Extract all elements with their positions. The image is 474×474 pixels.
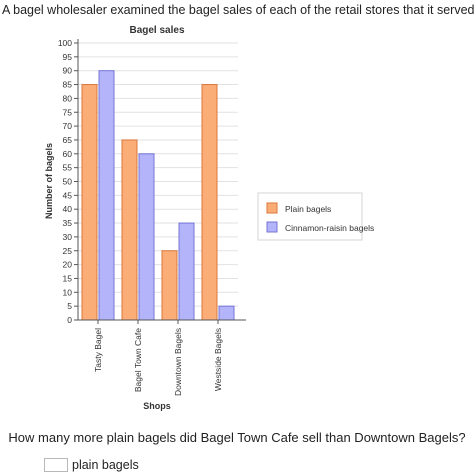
y-tick-labels: 0 5 10 15 20 25 30 35 40 45 50 55 60 65 70 75 80 85 90 95 10… (58, 38, 78, 325)
y-tick-label: 90 (63, 66, 73, 76)
answer-input[interactable] (44, 458, 68, 472)
x-tick-labels: Tasty Bagel Bagel Town Cafe Downtown Bagel… (93, 320, 223, 396)
y-tick-label: 0 (67, 315, 72, 325)
y-tick-label: 75 (63, 107, 73, 117)
y-tick-label: 55 (63, 163, 73, 173)
y-tick-label: 60 (63, 149, 73, 159)
question-intro: A bagel wholesaler examined the bagel sa… (2, 3, 474, 17)
y-tick-label: 95 (63, 52, 73, 62)
answer-row: plain bagels (44, 457, 139, 473)
y-tick-label: 30 (63, 232, 73, 242)
y-tick-label: 70 (63, 121, 73, 131)
question-prompt: How many more plain bagels did Bagel Tow… (8, 430, 466, 445)
legend-swatch-cinnamon (266, 221, 278, 233)
y-tick-label: 45 (63, 190, 73, 200)
bar-cinnamon-raisin (218, 305, 235, 321)
legend: Plain bagels Cinnamon-raisin bagels (257, 192, 374, 241)
legend-swatch-plain (266, 202, 278, 214)
legend-label-cinnamon: Cinnamon-raisin bagels (285, 223, 374, 233)
y-tick-label: 40 (63, 204, 73, 214)
y-tick-label: 65 (63, 135, 73, 145)
bar-plain (201, 84, 218, 321)
x-tick-label: Westside Bagels (213, 328, 223, 391)
y-tick-label: 25 (63, 246, 73, 256)
bar-cinnamon-raisin (178, 222, 195, 321)
y-tick-label: 80 (63, 93, 73, 103)
y-tick-label: 100 (58, 38, 72, 48)
answer-unit-label: plain bagels (72, 458, 139, 472)
x-tick-label: Downtown Bagels (173, 328, 183, 396)
bar-plain (161, 250, 178, 321)
bar-cinnamon-raisin (98, 70, 115, 321)
y-tick-label: 85 (63, 80, 73, 90)
bagel-sales-chart: 0 5 10 15 20 25 30 35 40 45 50 55 60 65 70 75 80 85 90 95 10… (44, 25, 374, 411)
bar-cinnamon-raisin (138, 153, 155, 321)
chart-title: Bagel sales (129, 25, 184, 36)
y-tick-label: 10 (63, 287, 73, 297)
y-tick-label: 20 (63, 260, 73, 270)
y-tick-label: 5 (67, 301, 72, 311)
bars (81, 70, 235, 321)
y-tick-label: 50 (63, 177, 73, 187)
bar-plain (81, 84, 98, 321)
y-tick-label: 15 (63, 273, 73, 283)
x-tick-label: Bagel Town Cafe (133, 328, 143, 392)
y-tick-label: 35 (63, 218, 73, 228)
bar-plain (121, 139, 138, 321)
y-axis-label: Number of bagels (44, 143, 54, 219)
x-tick-label: Tasty Bagel (93, 328, 103, 372)
legend-label-plain: Plain bagels (285, 204, 331, 214)
x-axis-label: Shops (143, 401, 171, 411)
